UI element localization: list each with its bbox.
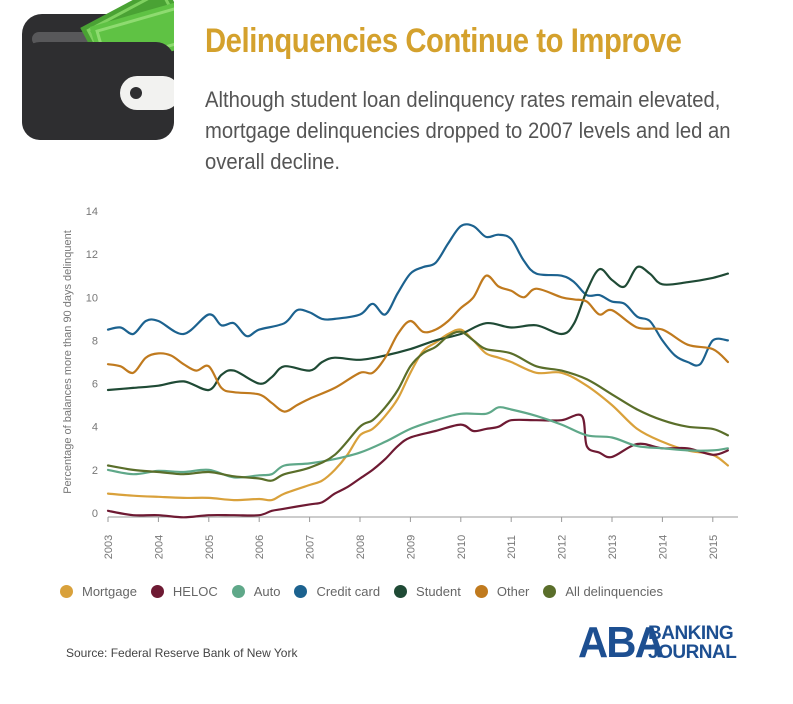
legend-swatch [394, 585, 408, 598]
x-tick-label: 2010 [456, 535, 468, 559]
legend-label: Student [416, 584, 461, 599]
logo-line-banking: BANKING [648, 623, 734, 644]
legend-label: Other [496, 584, 530, 599]
series-line-all-delinquencies [106, 330, 729, 482]
page-subtitle: Although student loan delinquency rates … [205, 87, 731, 174]
legend-item-all-delinquencies: All delinquencies [543, 584, 663, 599]
x-tick-label: 2005 [204, 535, 216, 559]
y-axis-label: Percentage of balances more than 90 days… [62, 230, 74, 494]
legend-item-auto: Auto [231, 584, 281, 599]
y-tick-label: 12 [86, 249, 98, 261]
x-tick-label: 2011 [506, 535, 518, 559]
delinquency-line-chart: Percentage of balances more than 90 days… [62, 206, 738, 559]
x-tick-label: 2015 [708, 535, 720, 559]
logo-line-journal: JOURNAL [648, 642, 737, 663]
logo-abbr: ABA [578, 618, 665, 667]
x-tick-label: 2003 [103, 535, 115, 559]
x-tick-label: 2014 [657, 535, 669, 559]
y-tick-label: 6 [92, 379, 98, 391]
legend-label: Auto [253, 584, 281, 599]
legend-label: HELOC [172, 584, 218, 599]
y-tick-label: 4 [92, 422, 98, 434]
legend-item-heloc: HELOC [150, 584, 218, 599]
x-tick-label: 2004 [153, 535, 165, 559]
y-tick-label: 14 [86, 206, 98, 218]
legend-label: Credit card [316, 584, 381, 599]
x-tick-label: 2006 [254, 535, 266, 559]
legend-swatch [150, 585, 164, 598]
source-note: Source: Federal Reserve Bank of New York [66, 646, 298, 660]
y-tick-label: 8 [92, 335, 98, 347]
legend-swatch [474, 585, 488, 598]
wallet-icon [22, 0, 174, 140]
legend-item-other: Other [474, 584, 530, 599]
x-tick-label: 2012 [557, 535, 569, 559]
legend-item-credit-card: Credit card [294, 584, 380, 599]
x-tick-label: 2009 [405, 535, 417, 559]
chart-legend: Mortgage HELOC Auto Credit card Student Other… [60, 584, 677, 599]
aba-banking-journal-logo: ABA BANKING JOURNAL [578, 618, 758, 667]
series-line-auto [106, 406, 729, 479]
legend-label: Mortgage [82, 584, 137, 599]
series-line-mortgage [106, 328, 729, 502]
series-line-heloc [106, 413, 729, 519]
legend-item-mortgage: Mortgage [60, 584, 137, 599]
series-line-other [106, 274, 729, 413]
legend-swatch [294, 585, 308, 598]
y-tick-label: 0 [92, 508, 98, 520]
legend-swatch [231, 585, 245, 598]
x-tick-label: 2013 [607, 535, 619, 559]
legend-swatch [60, 585, 73, 598]
legend-item-student: Student [394, 584, 461, 599]
x-tick-label: 2007 [305, 535, 317, 559]
series-line-student [106, 265, 729, 392]
page-title: Delinquencies Continue to Improve [205, 22, 682, 60]
legend-swatch [543, 585, 557, 598]
legend-label: All delinquencies [565, 584, 663, 599]
series-line-credit-card [106, 223, 729, 367]
y-tick-label: 10 [86, 292, 98, 304]
x-tick-label: 2008 [355, 535, 367, 559]
y-tick-label: 2 [92, 465, 98, 477]
